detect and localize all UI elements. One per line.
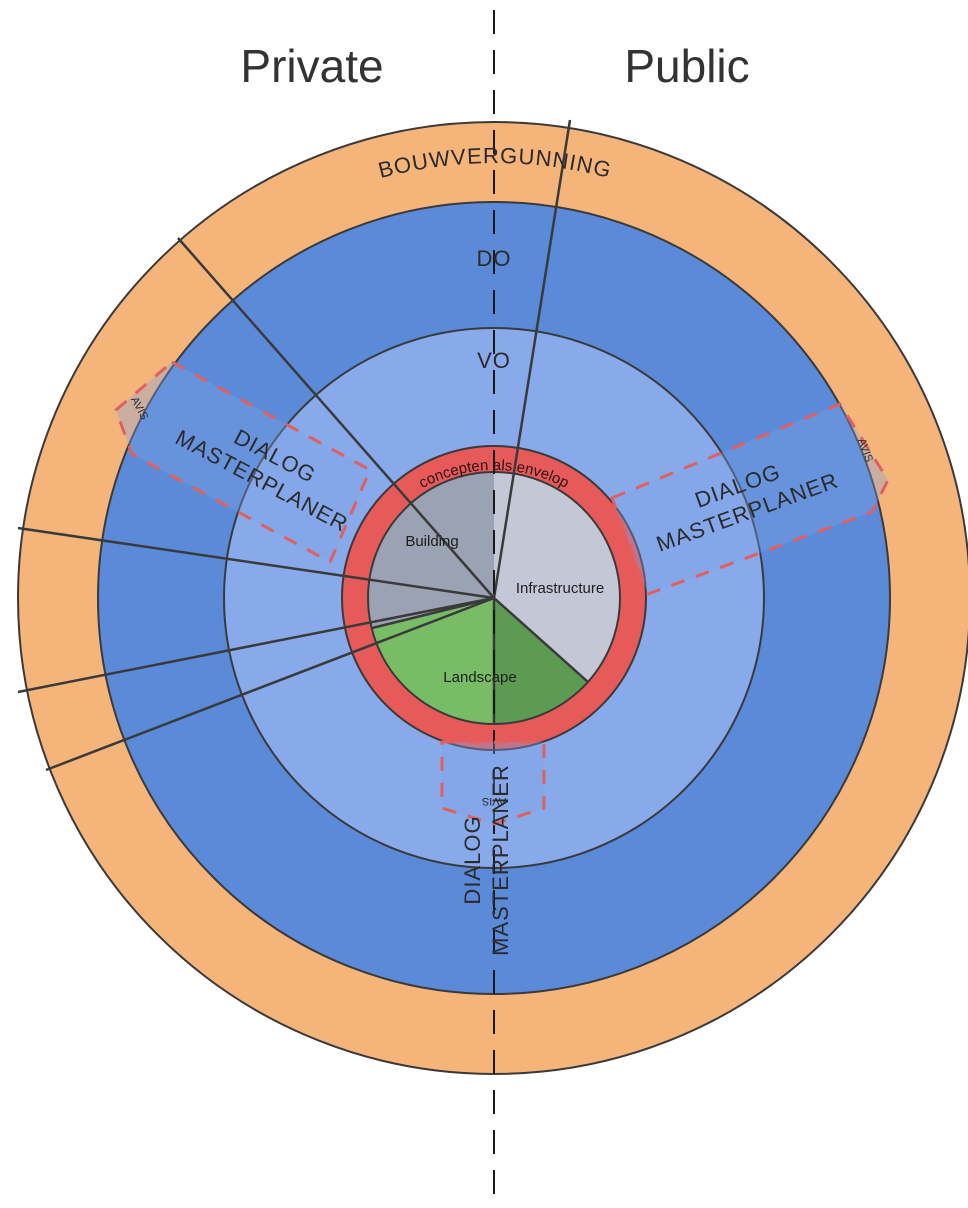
dialog-band-bottom: [440, 740, 546, 826]
landscape-sector-light: [372, 598, 494, 724]
building-label: Building: [405, 533, 458, 550]
building-sector: [368, 472, 494, 628]
svg-text:AVIS: AVIS: [482, 795, 506, 807]
do-label: DO: [477, 246, 512, 271]
public-heading: Public: [624, 40, 749, 92]
infrastructure-sector: [494, 471, 621, 682]
dialog-bottom-line2: MASTERPLANER: [488, 764, 513, 956]
dialog-bottom-text: DIALOG MASTERPLANER: [460, 764, 513, 956]
dialog-bottom-line1: DIALOG: [460, 815, 485, 904]
landscape-sector-dark: [494, 598, 588, 725]
private-heading: Private: [240, 40, 383, 92]
dialog-bottom-avis: AVIS: [482, 795, 506, 807]
vo-label: VO: [477, 348, 511, 373]
dialog-band-left: [114, 360, 372, 564]
dialog-band-right: [610, 402, 890, 596]
landscape-label: Landscape: [443, 669, 516, 686]
infrastructure-label: Infrastructure: [516, 580, 604, 597]
